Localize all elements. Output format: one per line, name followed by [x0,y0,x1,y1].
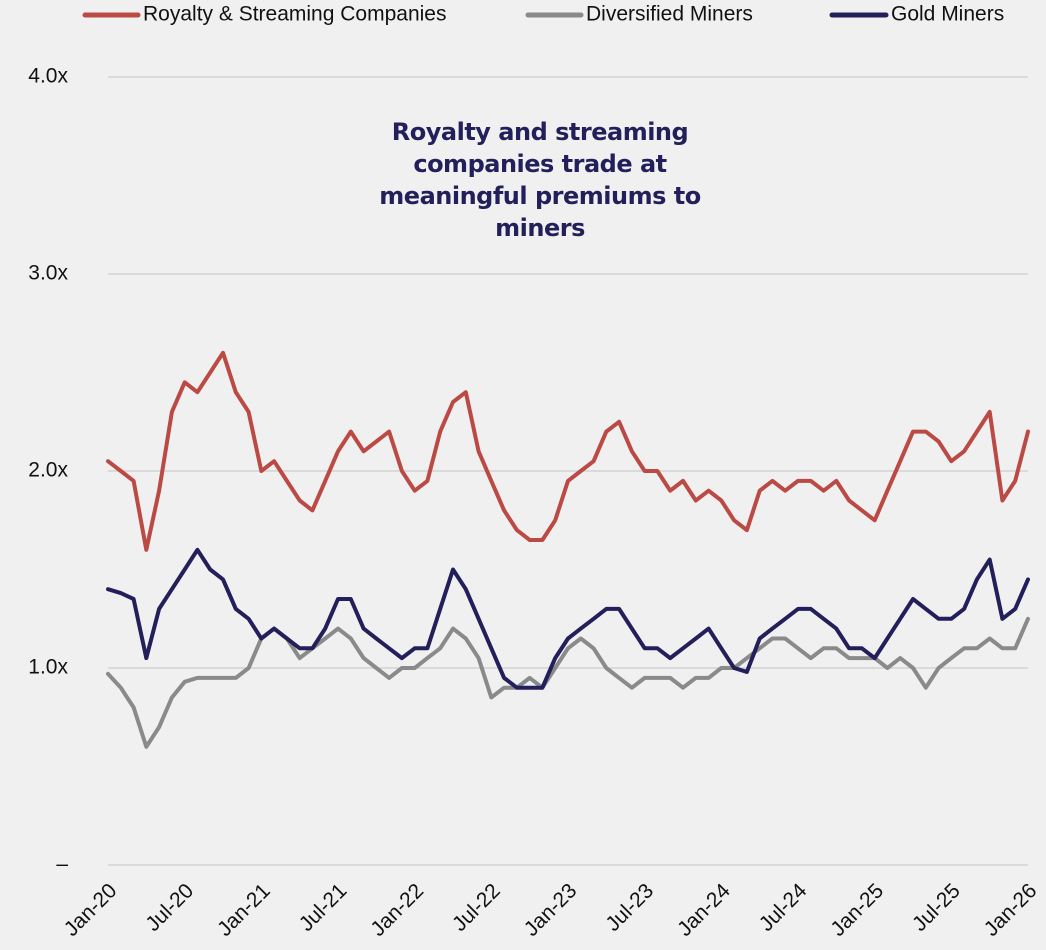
legend-label: Diversified Miners [586,3,753,26]
x-tick-label: Jan-26 [980,879,1042,941]
series-line [106,547,1030,690]
x-tick-label: Jan-23 [520,879,582,941]
x-tick-label: Jan-20 [60,879,122,941]
x-tick-label: Jan-25 [826,879,888,941]
x-tick-label: Jul-25 [908,879,965,936]
legend-label: Royalty & Streaming Companies [143,3,446,26]
y-tick-label: 4.0x [28,65,68,88]
y-tick-label: 3.0x [28,262,68,285]
x-tick-label: Jul-23 [601,879,658,936]
y-tick-label: – [56,853,68,876]
x-tick-label: Jul-22 [448,879,505,936]
series-line [106,350,1030,552]
x-tick-label: Jul-21 [295,879,352,936]
annotation: Royalty and streaming companies trade at… [379,118,701,242]
x-tick-label: Jan-21 [213,879,275,941]
x-tick-label: Jan-24 [673,879,735,941]
x-tick-label: Jul-20 [141,879,198,936]
x-tick-label: Jul-24 [755,879,812,936]
x-tick-label: Jan-22 [366,879,428,941]
y-tick-label: 2.0x [28,459,68,482]
y-tick-label: 1.0x [28,656,68,679]
legend-label: Gold Miners [891,3,1004,26]
